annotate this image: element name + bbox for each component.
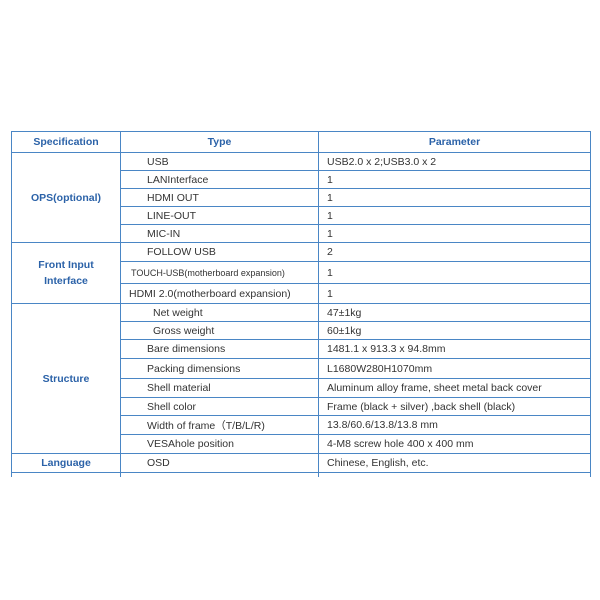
spec-group-label: Front Input Interface <box>11 242 121 304</box>
table-row: HDMI 2.0(motherboard expansion) 1 <box>12 283 591 304</box>
parameter-cell: 47±1kg <box>318 303 591 322</box>
type-cell: LANInterface <box>120 170 319 189</box>
parameter-cell: 4-M8 screw hole 400 x 400 mm <box>318 434 591 454</box>
type-cell: Shell color <box>120 397 319 416</box>
header-row: Specification Type Parameter <box>11 131 591 153</box>
type-cell: Width of frame（T/B/L/R) <box>120 415 319 435</box>
header-type: Type <box>120 131 319 153</box>
spec-group-label: OPS(optional) <box>11 152 121 243</box>
parameter-cell: L1680W280H1070mm <box>318 358 591 379</box>
table-continuation <box>11 472 591 477</box>
spec-group-label: Language <box>11 453 121 473</box>
empty-cell <box>318 472 591 477</box>
type-cell: FOLLOW USB <box>120 242 319 262</box>
type-cell: VESAhole position <box>120 434 319 454</box>
table-row: Width of frame（T/B/L/R) 13.8/60.6/13.8/13… <box>12 415 591 435</box>
type-cell: Bare dimensions <box>120 339 319 359</box>
type-cell: Packing dimensions <box>120 358 319 379</box>
table-row: Front Input Interface FOLLOW USB 2 <box>11 242 591 304</box>
parameter-cell: 1 <box>318 206 591 225</box>
table-row: Shell color Frame (black + silver) ,back … <box>12 397 591 416</box>
table-row: Shell material Aluminum alloy frame, shee… <box>12 378 591 398</box>
header-specification: Specification <box>11 131 121 153</box>
parameter-cell: Frame (black + silver) ,back shell (blac… <box>318 397 591 416</box>
parameter-cell: Aluminum alloy frame, sheet metal back c… <box>318 378 591 398</box>
type-cell: MIC-IN <box>120 224 319 243</box>
type-cell: HDMI 2.0(motherboard expansion) <box>120 283 319 304</box>
header-parameter: Parameter <box>318 131 591 153</box>
table-row: Packing dimensions L1680W280H1070mm <box>12 358 591 379</box>
type-cell: Shell material <box>120 378 319 398</box>
table-row: OPS(optional) USB USB2.0 x 2;USB3.0 x 2 <box>11 152 591 243</box>
table-row: Language OSD Chinese, English, etc. <box>11 453 591 473</box>
empty-cell <box>11 472 121 477</box>
parameter-cell: 13.8/60.6/13.8/13.8 mm <box>318 415 591 435</box>
type-cell: HDMI OUT <box>120 188 319 207</box>
parameter-cell: 1 <box>318 170 591 189</box>
type-cell: LINE-OUT <box>120 206 319 225</box>
parameter-cell: 60±1kg <box>318 321 591 340</box>
table-row: Bare dimensions 1481.1 x 913.3 x 94.8mm <box>12 339 591 359</box>
type-cell: Gross weight <box>120 321 319 340</box>
parameter-cell: 1 <box>318 188 591 207</box>
type-cell: USB <box>120 152 319 171</box>
type-cell: Net weight <box>120 303 319 322</box>
table-row: TOUCH-USB(motherboard expansion) 1 <box>12 261 591 284</box>
table-row: Structure Net weight 47±1kg <box>11 303 591 454</box>
type-cell: OSD <box>120 453 319 473</box>
parameter-cell: 1 <box>318 224 591 243</box>
parameter-cell: Chinese, English, etc. <box>318 453 591 473</box>
spec-table: Specification Type Parameter OPS(optiona… <box>11 131 591 477</box>
spec-group-label: Structure <box>11 303 121 454</box>
parameter-cell: 1 <box>318 261 591 284</box>
empty-cell <box>120 472 319 477</box>
parameter-cell: 2 <box>318 242 591 262</box>
type-cell: TOUCH-USB(motherboard expansion) <box>120 261 319 284</box>
parameter-cell: 1 <box>318 283 591 304</box>
parameter-cell: 1481.1 x 913.3 x 94.8mm <box>318 339 591 359</box>
parameter-cell: USB2.0 x 2;USB3.0 x 2 <box>318 152 591 171</box>
